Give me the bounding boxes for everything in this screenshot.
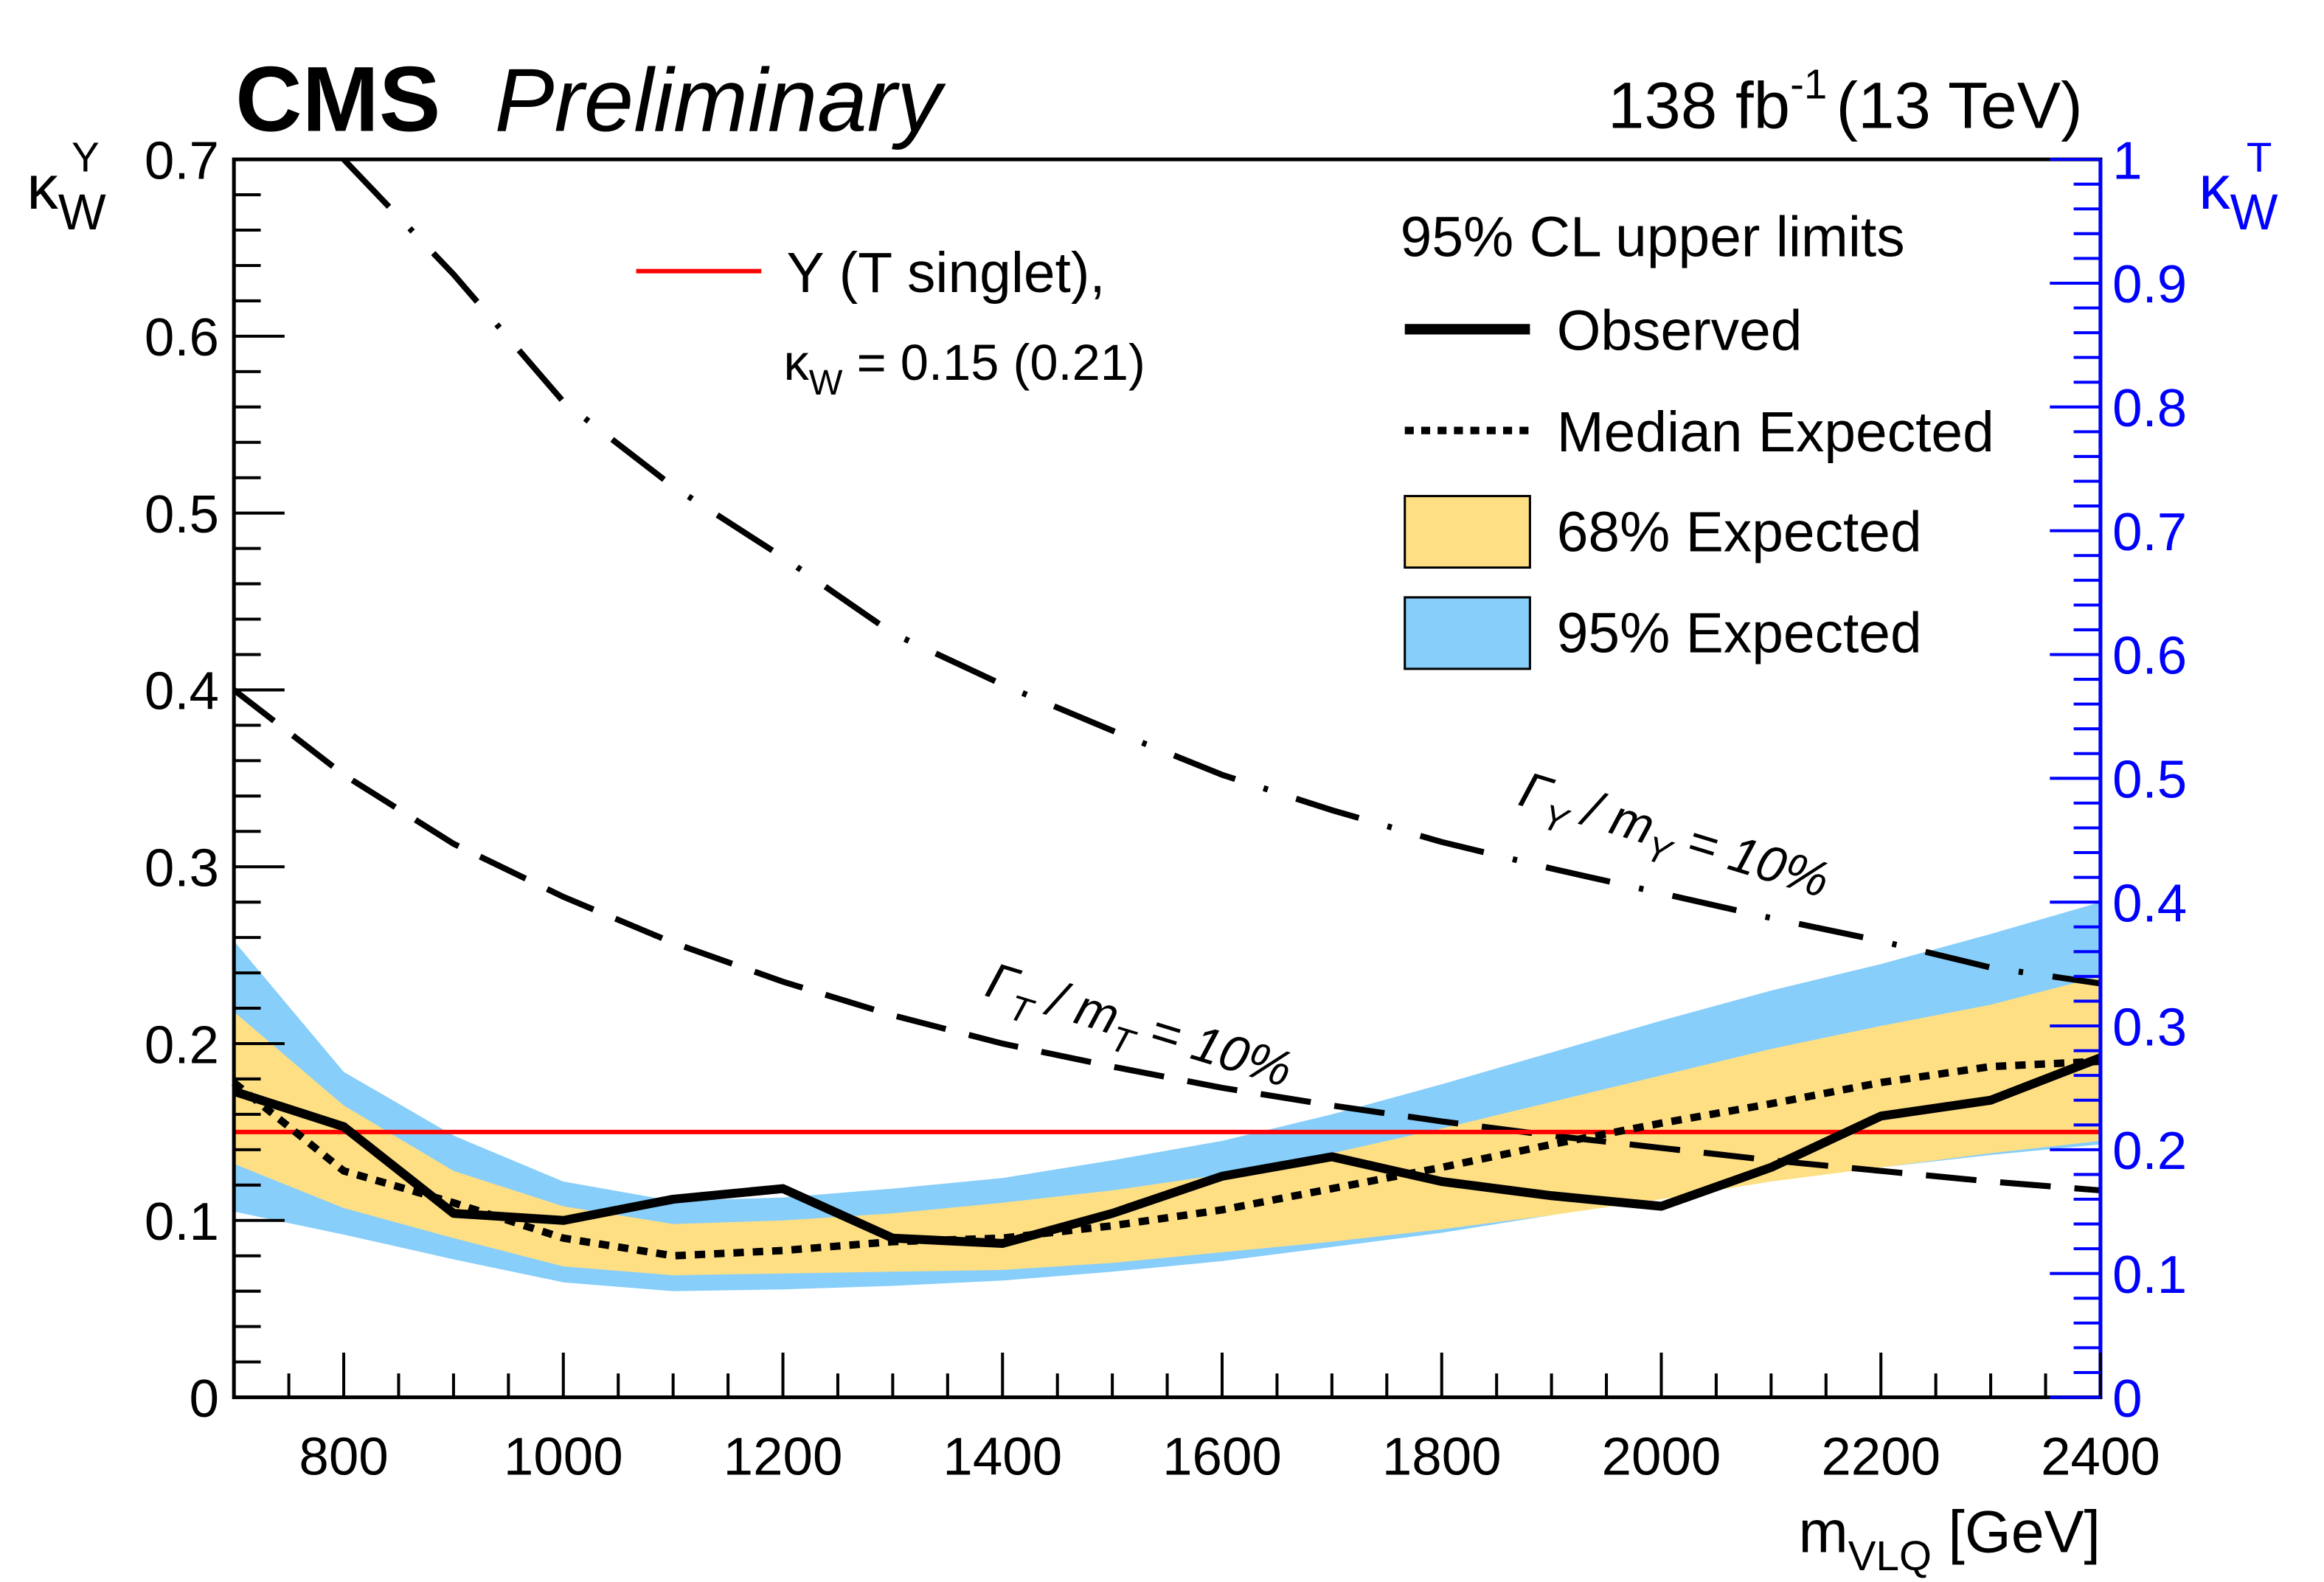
y-axis-label-sup: Y [72,133,100,180]
y2-tick-label: 0.7 [2112,502,2187,562]
x-tick-label: 2000 [1602,1427,1721,1487]
ref-value: = 0.15 (0.21) [843,334,1145,391]
y2-tick-label: 0.2 [2112,1121,2187,1181]
ticks-layer: 800 1000 1200 1400 1600 1800 2000 2200 240000.10… [145,131,2187,1486]
legend-95: 95% Expected [1557,603,1922,665]
y2-tick-label: 0.5 [2112,750,2187,810]
legend-reference: Y (T singlet), [787,242,1106,305]
y2-axis-label: κW [2199,152,2278,240]
y-tick-label: 0.5 [145,485,219,544]
lumi-label: 138 fb-1 (13 TeV) [1608,60,2083,142]
legend-reference-kappa: κW = 0.15 (0.21) [783,334,1145,403]
y-label-sub: W [58,184,106,240]
y2-tick-label: 0.9 [2112,254,2187,314]
x-tick-label: 1800 [1382,1427,1502,1487]
y2-tick-label: 0.1 [2112,1245,2187,1305]
y2-label-sub: W [2230,184,2278,240]
gt-m: / m [1029,966,1126,1045]
y2-tick-label: 0 [2112,1369,2142,1429]
y-tick-label: 0.4 [145,662,219,721]
x-tick-label: 1400 [943,1427,1062,1487]
y-axis-label: κW [27,152,105,240]
legend-observed: Observed [1557,300,1803,363]
energy-label: (13 TeV) [1836,69,2082,142]
y-tick-label: 0.7 [145,131,219,190]
lumi-exponent: -1 [1790,60,1827,107]
x-tick-label: 2400 [2041,1427,2160,1487]
y2-tick-label: 0.6 [2112,626,2187,686]
legend: 95% CL upper limits Observed Median Expe… [636,206,1994,670]
x-tick-label: 1600 [1162,1427,1282,1487]
x-tick-label: 2200 [1821,1427,1940,1487]
x-tick-label: 1200 [724,1427,843,1487]
legend-expected: Median Expected [1557,401,1994,464]
bands-layer [234,902,2101,1291]
y2-label-main: κ [2199,152,2230,222]
cms-label: CMS [235,48,440,151]
y2-tick-label: 1 [2112,131,2142,190]
observed-line [232,1053,2103,1249]
x-axis-label: mVLQ [GeV] [1799,1499,2101,1579]
y2-tick-label: 0.8 [2112,378,2187,438]
y-tick-label: 0.6 [145,308,219,367]
legend-95-swatch [1404,596,1531,670]
width-y-curve [341,159,2101,987]
x-label-sub: VLQ [1848,1533,1932,1579]
y-tick-label: 0.1 [145,1192,219,1252]
x-tick-label: 800 [299,1427,388,1487]
y-tick-label: 0.2 [145,1015,219,1075]
ref-kappa: κ [783,334,809,391]
x-label-main: m [1799,1499,1848,1566]
x-label-unit: [GeV] [1932,1499,2101,1566]
y-tick-label: 0 [190,1369,219,1429]
legend-title: 95% CL upper limits [1401,206,1905,268]
gamma-t-label: ΓT / mT = 10% [977,951,1299,1109]
x-tick-label: 1000 [504,1427,623,1487]
gt-rest: = 10% [1130,997,1299,1098]
ref-kappa-sub: W [809,363,843,403]
y2-tick-label: 0.3 [2112,997,2187,1057]
preliminary-label: Preliminary [495,50,946,150]
lumi-value: 138 fb [1608,69,1790,142]
legend-68: 68% Expected [1557,501,1922,563]
expected-line [232,1057,2101,1260]
curves-layer [232,159,2103,1260]
y2-tick-label: 0.4 [2112,873,2187,933]
legend-68-swatch [1404,495,1531,569]
y-label-main: κ [27,152,58,222]
y-tick-label: 0.3 [145,838,219,898]
gy-m: / m [1564,776,1661,855]
gy-rest: = 10% [1668,808,1836,909]
y2-axis-label-sup: T [2247,133,2272,180]
